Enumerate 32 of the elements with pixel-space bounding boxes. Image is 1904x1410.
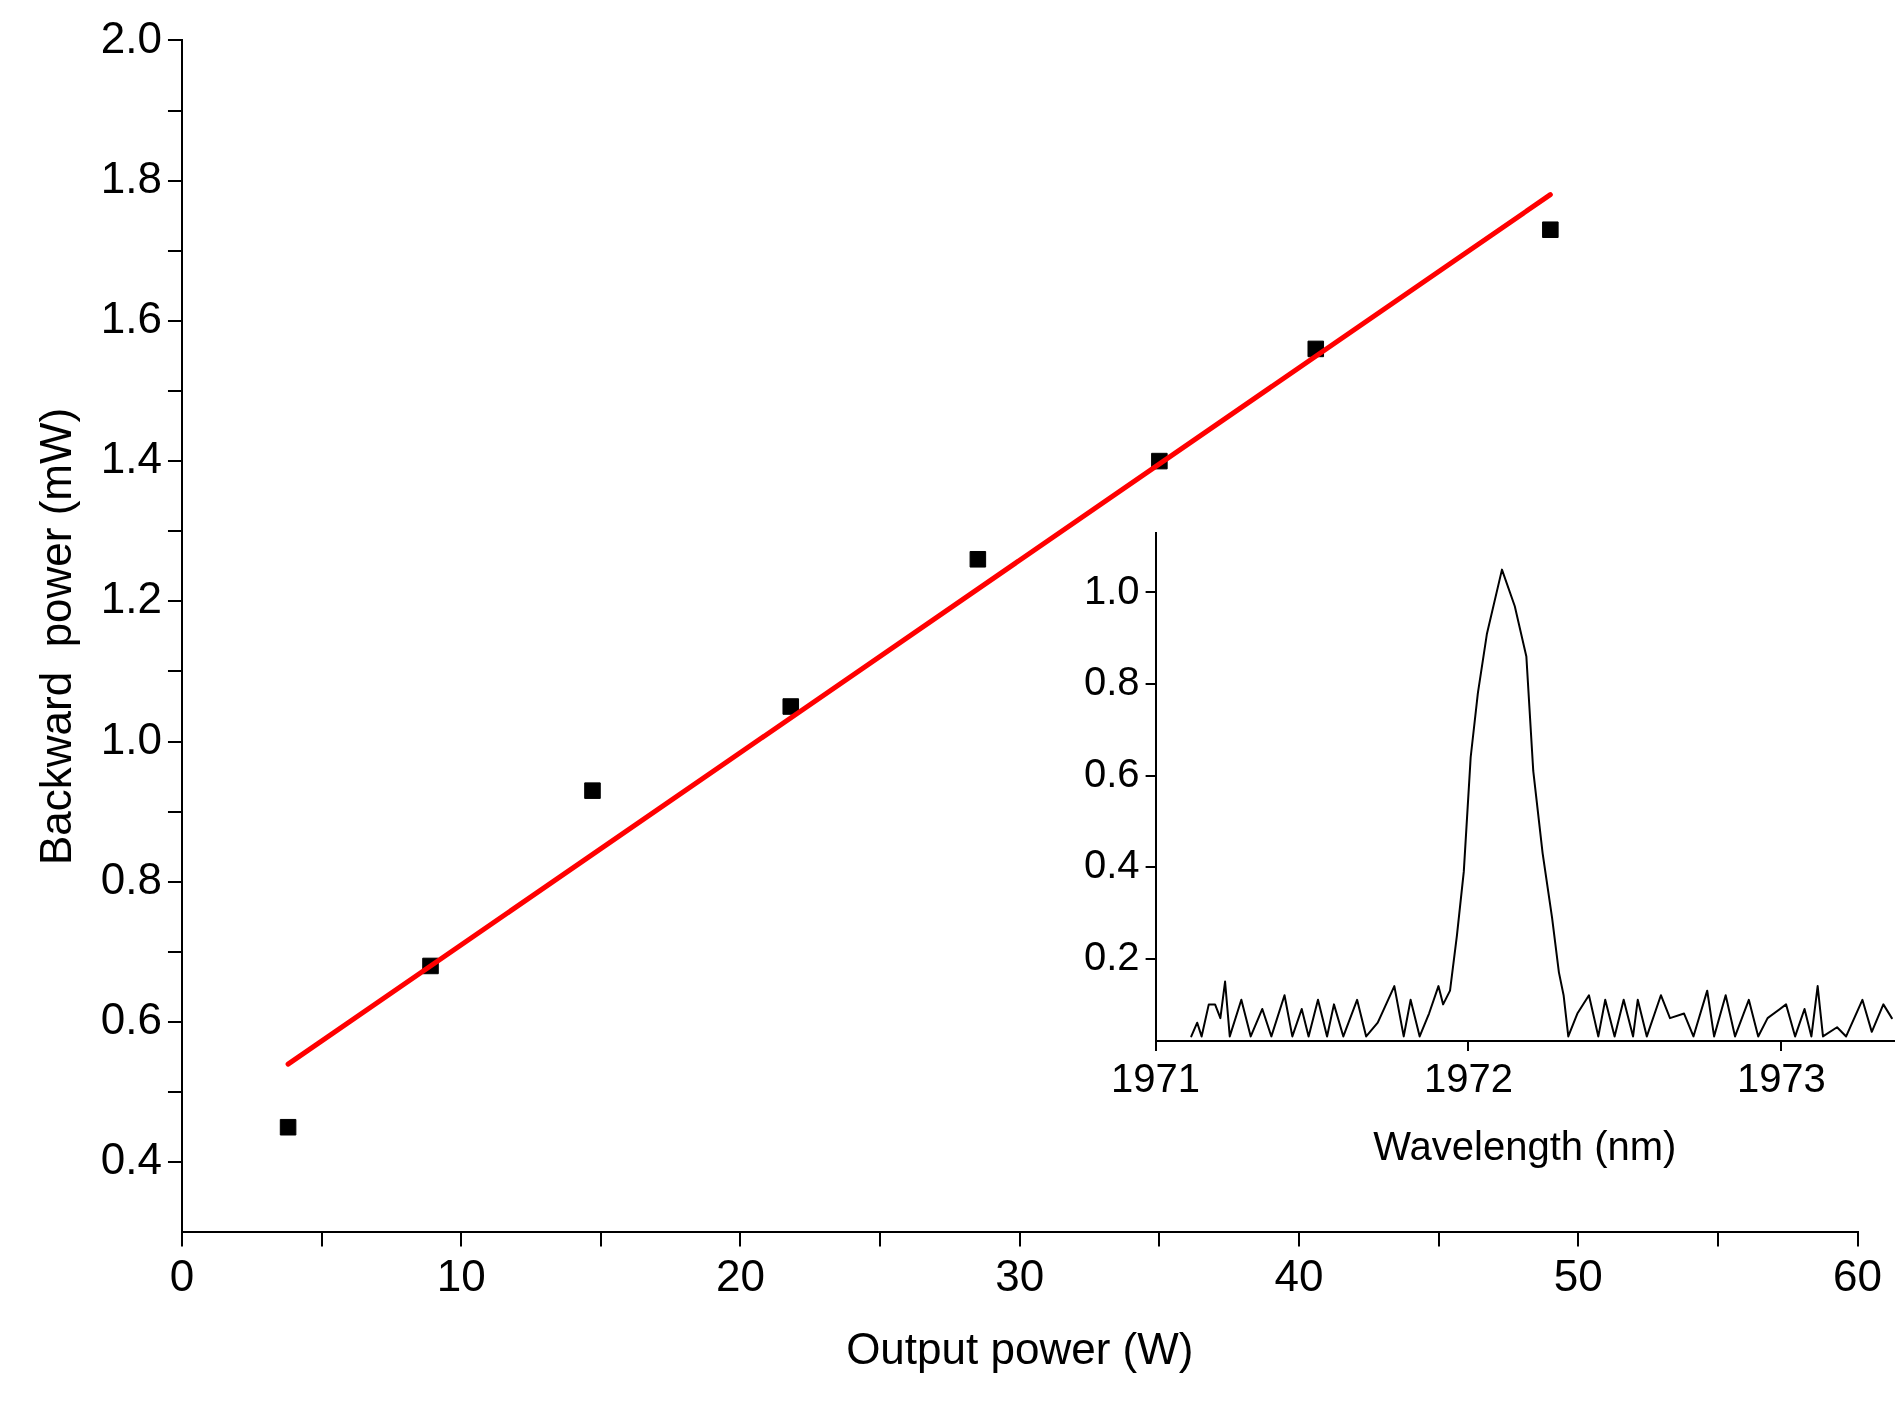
y-tick-label: 1.2 <box>100 573 162 623</box>
x-tick-label: 10 <box>436 1250 486 1300</box>
y-tick-label: 0.4 <box>100 1134 162 1184</box>
y-tick-label: 0.8 <box>100 853 162 903</box>
y-tick-label: 2.0 <box>100 12 162 62</box>
x-tick-label: 40 <box>1274 1250 1324 1300</box>
y-tick-label: 1.0 <box>100 713 162 763</box>
x-axis-title: Wavelength (nm) <box>1373 1124 1677 1169</box>
point <box>279 1118 297 1136</box>
y-tick-label: 1.0 <box>1084 567 1140 612</box>
x-tick-label: 20 <box>716 1250 765 1300</box>
x-tick-label: 1971 <box>1111 1056 1201 1101</box>
x-tick-label: 30 <box>995 1250 1045 1300</box>
y-axis-title: Backward power (mW) <box>30 407 80 865</box>
y-tick-label: 0.2 <box>1084 933 1140 978</box>
x-tick-label: 1973 <box>1736 1056 1826 1101</box>
point <box>969 550 987 568</box>
x-axis-title: Output power (W) <box>846 1323 1194 1373</box>
point <box>584 782 601 799</box>
y-tick-label: 1.4 <box>100 433 162 483</box>
x-tick-label: 0 <box>169 1250 195 1300</box>
y-tick-label: 0.8 <box>1084 659 1140 704</box>
y-tick-label: 0.4 <box>1084 842 1140 887</box>
y-tick-label: 0.6 <box>100 994 162 1044</box>
y-tick-label: 1.8 <box>100 152 162 202</box>
y-tick-label: 1.6 <box>100 293 162 343</box>
point <box>1542 221 1559 238</box>
point <box>782 698 800 715</box>
x-tick-label: 60 <box>1833 1250 1883 1300</box>
x-tick-label: 1972 <box>1423 1056 1513 1101</box>
x-tick-label: 50 <box>1553 1250 1603 1300</box>
y-tick-label: 0.6 <box>1084 750 1140 795</box>
